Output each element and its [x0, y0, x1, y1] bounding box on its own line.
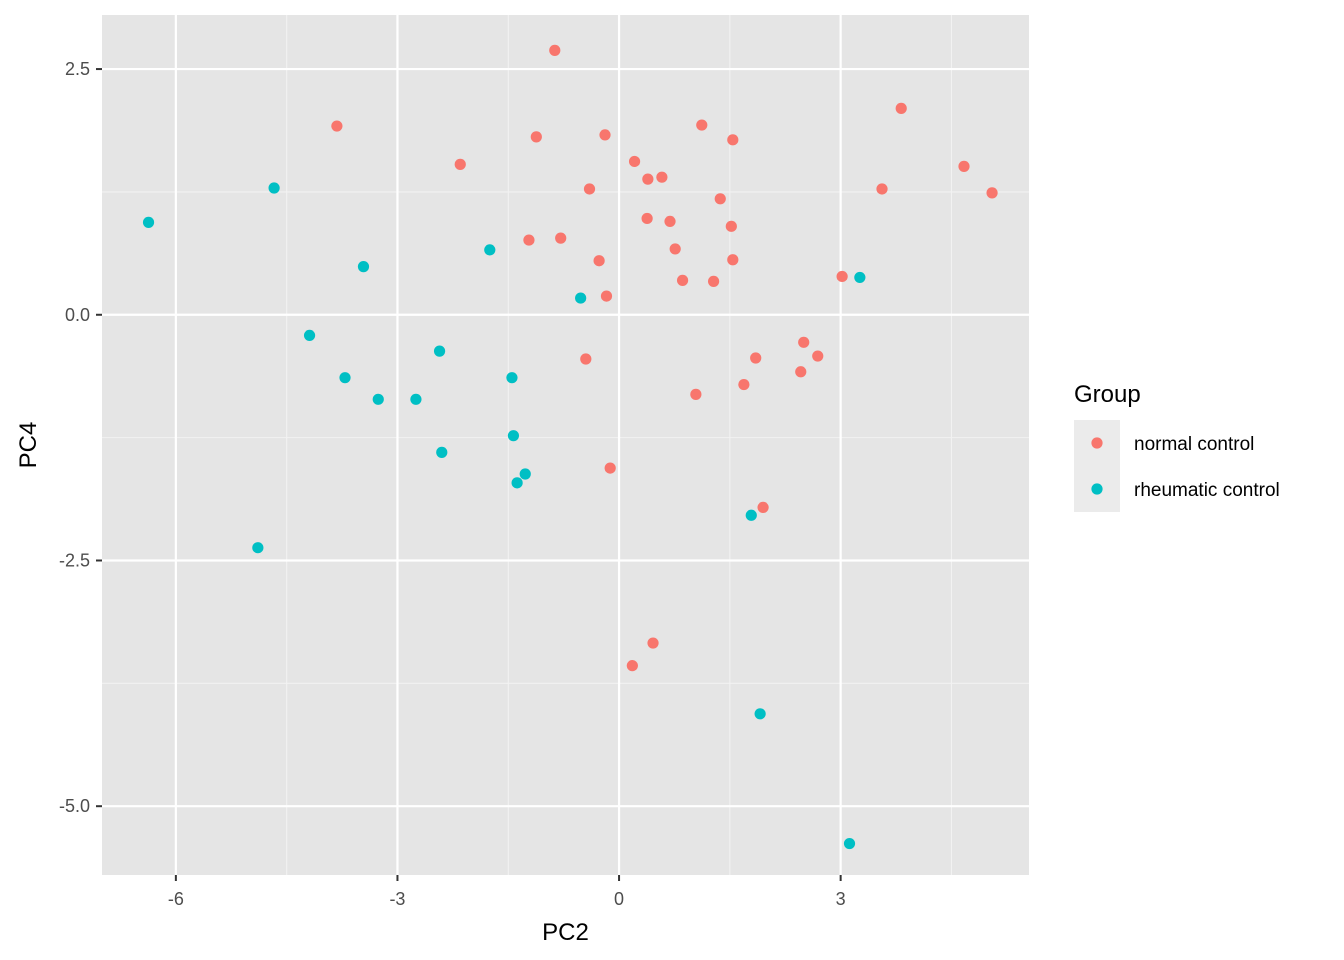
data-point	[331, 120, 343, 132]
data-point	[372, 393, 384, 405]
legend-key	[1091, 437, 1103, 449]
x-tick-label: -3	[389, 889, 405, 909]
data-point	[433, 345, 446, 357]
x-tick-label: -6	[168, 889, 184, 909]
y-tick-label: 2.5	[65, 59, 90, 79]
legend-items: normal control rheumatic control	[1091, 434, 1280, 501]
data-point	[268, 182, 280, 194]
data-point	[641, 212, 653, 225]
x-axis-title: PC2	[542, 919, 589, 946]
data-point	[626, 660, 638, 672]
data-point	[555, 232, 567, 244]
data-point	[575, 292, 587, 304]
data-point	[798, 336, 810, 348]
data-point	[707, 275, 720, 287]
data-point	[142, 216, 155, 228]
data-point	[549, 44, 561, 56]
data-point	[669, 243, 681, 255]
data-point	[339, 372, 351, 384]
legend-label: normal control	[1134, 434, 1254, 455]
legend-title: Group	[1074, 381, 1141, 408]
data-point	[986, 187, 998, 199]
data-point	[795, 366, 807, 378]
x-axis-ticks: -6 -3 0 3	[168, 875, 846, 909]
data-point	[656, 171, 668, 183]
y-tick-label: -2.5	[59, 550, 90, 570]
data-point	[696, 119, 708, 131]
data-point	[754, 708, 766, 720]
data-point	[642, 173, 654, 185]
panel-background	[102, 15, 1029, 875]
data-point	[580, 353, 592, 365]
y-tick-label: -5.0	[59, 796, 90, 816]
y-tick-label: 0.0	[65, 305, 90, 325]
data-point	[745, 509, 757, 521]
data-point	[628, 155, 641, 168]
data-point	[690, 388, 702, 400]
data-point	[895, 102, 907, 114]
data-point	[738, 378, 750, 391]
data-point	[757, 501, 769, 514]
data-point	[854, 271, 866, 284]
data-point	[303, 329, 316, 342]
data-point	[484, 244, 496, 256]
data-point	[410, 393, 422, 405]
data-point	[958, 160, 970, 172]
legend-label: rheumatic control	[1134, 480, 1280, 501]
minor-gridlines	[102, 15, 1029, 875]
data-point	[727, 134, 739, 146]
data-point	[599, 129, 611, 141]
data-points	[142, 44, 998, 850]
data-point	[836, 270, 848, 283]
data-point	[750, 352, 762, 364]
data-point	[506, 372, 518, 384]
data-point	[604, 462, 616, 474]
major-gridlines	[102, 15, 1029, 875]
data-point	[600, 290, 613, 302]
data-point	[676, 274, 689, 286]
data-point	[519, 468, 531, 480]
data-point	[507, 430, 520, 442]
data-point	[843, 837, 856, 850]
y-axis-title: PC4	[15, 422, 42, 469]
data-point	[664, 215, 676, 227]
data-point	[511, 477, 523, 489]
data-point	[812, 350, 824, 362]
data-point	[583, 183, 596, 195]
x-tick-label: 3	[836, 889, 846, 909]
data-point	[725, 220, 737, 232]
data-point	[436, 446, 448, 458]
data-point	[454, 158, 466, 170]
data-point	[647, 637, 659, 649]
data-point	[523, 234, 535, 246]
y-axis-ticks: 2.5 0.0 -2.5 -5.0	[59, 59, 102, 816]
x-tick-label: 0	[614, 889, 624, 909]
data-point	[876, 183, 888, 195]
legend-key-background	[1074, 420, 1120, 512]
data-point	[252, 542, 264, 554]
legend: Group normal control rheumatic control	[1074, 381, 1280, 512]
data-point	[714, 193, 726, 205]
data-point	[357, 261, 370, 273]
data-point	[593, 255, 605, 267]
legend-key	[1091, 483, 1103, 495]
data-point	[530, 131, 542, 143]
data-point	[727, 254, 739, 266]
